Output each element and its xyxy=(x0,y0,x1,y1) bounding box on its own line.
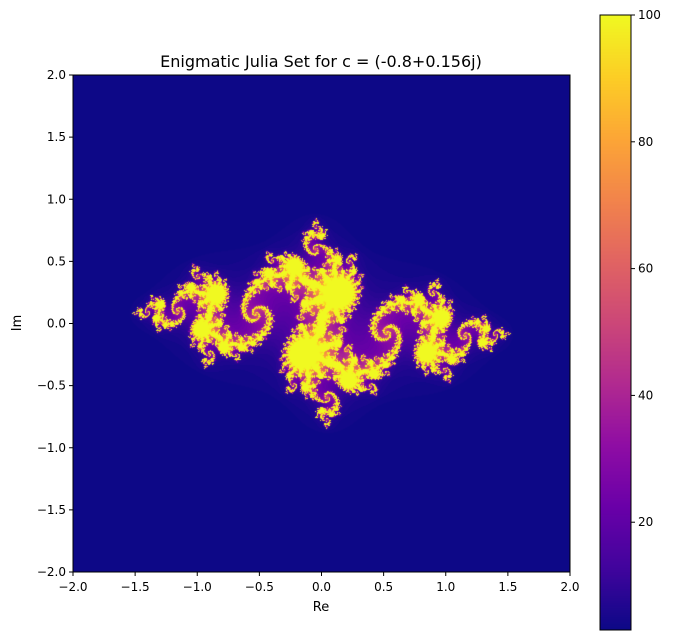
y-tick-label: −1.0 xyxy=(37,441,66,455)
chart-title: Enigmatic Julia Set for c = (-0.8+0.156j… xyxy=(160,52,482,71)
x-tick-label: 2.0 xyxy=(560,580,579,594)
colorbar-frame xyxy=(599,14,632,631)
y-axis-ticks: −2.0 −1.5 −1.0 −0.5 0.0 0.5 1.0 1.5 2.0 xyxy=(37,68,73,579)
x-tick-label: 0.5 xyxy=(374,580,393,594)
y-tick-label: 2.0 xyxy=(47,68,66,82)
x-tick-label: 1.5 xyxy=(498,580,517,594)
y-tick-label: 0.0 xyxy=(47,317,66,331)
y-axis-label: Im xyxy=(10,315,25,332)
colorbar-tick-label: 100 xyxy=(638,8,661,22)
y-tick-label: 1.0 xyxy=(47,192,66,206)
y-tick-label: −0.5 xyxy=(37,379,66,393)
colorbar-tick-label: 80 xyxy=(638,135,653,149)
julia-heatmap xyxy=(73,75,570,572)
plot-area xyxy=(72,74,571,573)
colorbar-tick-label: 60 xyxy=(638,262,653,276)
colorbar-gradient xyxy=(600,15,631,630)
x-tick-label: 0.0 xyxy=(312,580,331,594)
x-axis-label: Re xyxy=(313,600,329,615)
x-tick-label: −1.0 xyxy=(183,580,212,594)
colorbar-ticks: 20 40 60 80 100 xyxy=(631,8,661,529)
x-tick-label: −1.5 xyxy=(121,580,150,594)
x-tick-label: −0.5 xyxy=(245,580,274,594)
colorbar: 20 40 60 80 100 xyxy=(599,8,661,631)
x-tick-label: 1.0 xyxy=(436,580,455,594)
y-tick-label: 1.5 xyxy=(47,130,66,144)
y-tick-label: −2.0 xyxy=(37,565,66,579)
y-tick-label: 0.5 xyxy=(47,254,66,268)
colorbar-tick-label: 40 xyxy=(638,388,653,402)
x-tick-label: −2.0 xyxy=(58,580,87,594)
colorbar-tick-label: 20 xyxy=(638,515,653,529)
x-axis-ticks: −2.0 −1.5 −1.0 −0.5 0.0 0.5 1.0 1.5 2.0 xyxy=(58,572,580,594)
y-tick-label: −1.5 xyxy=(37,503,66,517)
